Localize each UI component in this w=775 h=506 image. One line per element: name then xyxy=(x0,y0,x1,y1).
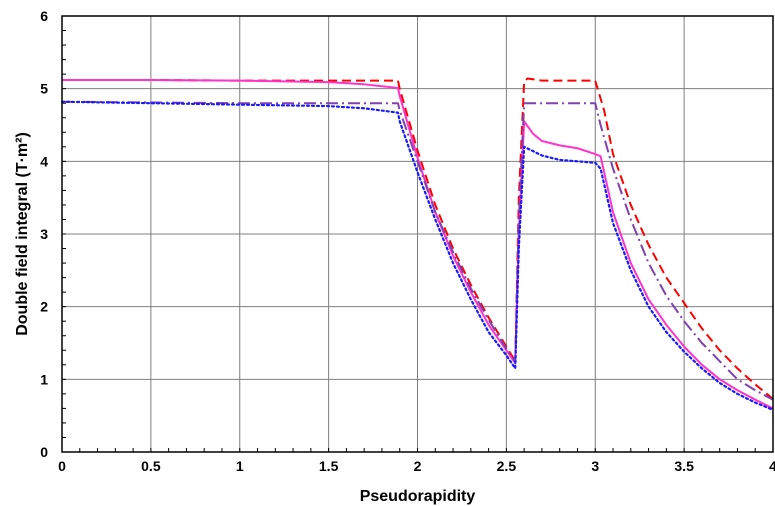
y-tick-label: 6 xyxy=(40,8,48,24)
series-layer xyxy=(60,77,775,411)
series-line-dotted xyxy=(60,100,775,411)
y-tick-label: 3 xyxy=(40,226,48,242)
x-axis-title: Pseudorapidity xyxy=(360,488,476,505)
grid xyxy=(61,15,774,453)
x-tick-label: 3 xyxy=(591,458,599,474)
y-tick-label: 1 xyxy=(40,371,48,387)
y-tick-label: 0 xyxy=(40,444,48,460)
x-tick-label: 4 xyxy=(769,458,775,474)
y-axis-title: Double field integral (T·m²) xyxy=(14,132,31,336)
y-tick-labels: 0 1 2 3 4 5 6 xyxy=(40,8,48,460)
x-tick-label: 0 xyxy=(58,458,66,474)
x-tick-label: 0.5 xyxy=(141,458,161,474)
x-tick-label: 2.5 xyxy=(497,458,517,474)
x-tick-labels: 0 0.5 1 1.5 2 2.5 3 3.5 4 xyxy=(58,458,775,474)
series-line-solid xyxy=(62,78,774,410)
y-tick-label: 4 xyxy=(40,153,48,169)
x-tick-label: 2 xyxy=(414,458,422,474)
plot-frame xyxy=(61,15,774,453)
series-line-dashdot xyxy=(61,100,774,401)
y-tick-label: 5 xyxy=(40,81,48,97)
series-line-dashed xyxy=(62,77,774,400)
x-tick-label: 1 xyxy=(236,458,244,474)
y-tick-label: 2 xyxy=(40,299,48,315)
x-tick-label: 3.5 xyxy=(674,458,694,474)
x-tick-label: 1.5 xyxy=(319,458,339,474)
